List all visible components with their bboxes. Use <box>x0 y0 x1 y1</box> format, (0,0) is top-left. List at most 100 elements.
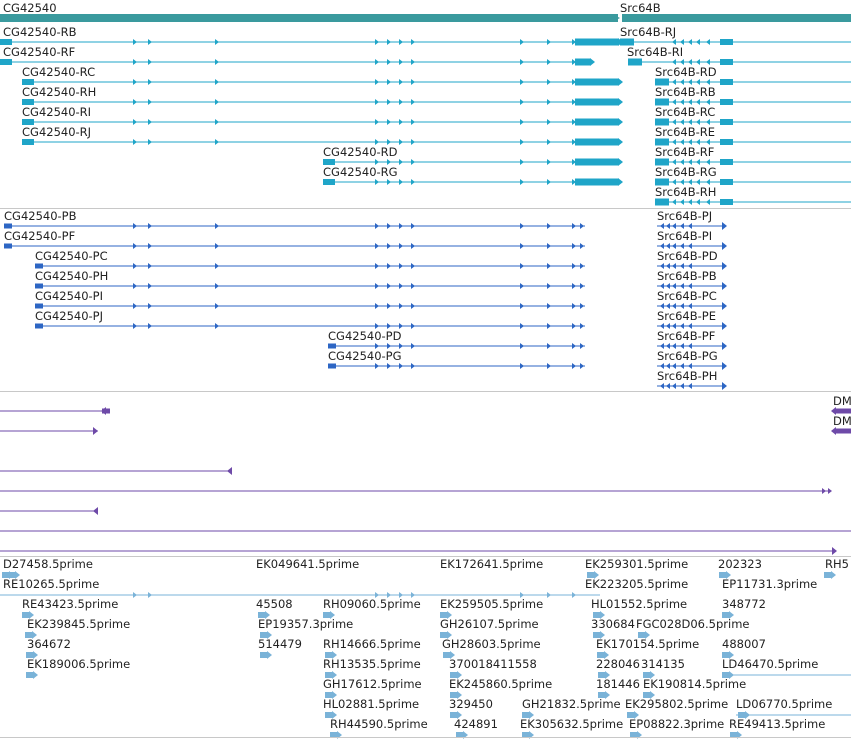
est-label[interactable]: 329450 <box>449 697 493 711</box>
feature-label[interactable]: DM <box>833 414 851 428</box>
est-label[interactable]: RE10265.5prime <box>3 577 100 591</box>
est-label[interactable]: RH14666.5prime <box>323 637 421 651</box>
est-label[interactable]: D27458.5prime <box>3 557 93 571</box>
transcript-label[interactable]: Src64B-RD <box>655 65 717 79</box>
forward-strand-arrow <box>148 283 152 289</box>
est-label[interactable]: EK189006.5prime <box>27 657 131 671</box>
protein-label[interactable]: CG42540-PF <box>4 229 76 243</box>
est-label[interactable]: EP11731.3prime <box>722 577 818 591</box>
reverse-strand-arrow <box>696 119 700 125</box>
est-label[interactable]: EK223205.5prime <box>585 577 689 591</box>
est-label[interactable]: EK259301.5prime <box>585 557 689 571</box>
protein-label[interactable]: Src64B-PF <box>657 329 716 343</box>
transcript-label[interactable]: CG42540-RF <box>3 45 76 59</box>
est-label[interactable]: 348772 <box>722 597 766 611</box>
exon-block <box>720 199 733 205</box>
gene-label-cg42540[interactable]: CG42540 <box>3 1 57 15</box>
transcript-label[interactable]: Src64B-RH <box>655 185 717 199</box>
est-label[interactable]: FGC028D06.5prime <box>636 617 750 631</box>
est-label[interactable]: 424891 <box>454 717 498 731</box>
est-label[interactable]: 181446 <box>596 677 640 691</box>
protein-label[interactable]: Src64B-PD <box>657 249 718 263</box>
protein-label[interactable]: Src64B-PG <box>657 349 718 363</box>
est-label[interactable]: 228046 <box>596 657 640 671</box>
est-label[interactable]: 514479 <box>258 637 302 651</box>
protein-label[interactable]: Src64B-PJ <box>657 209 713 223</box>
protein-label[interactable]: CG42540-PD <box>328 329 402 343</box>
transcript-label[interactable]: Src64B-RJ <box>620 25 677 39</box>
protein-label[interactable]: Src64B-PI <box>657 229 713 243</box>
est-label[interactable]: RH44590.5prime <box>330 717 428 731</box>
est-label[interactable]: GH17612.5prime <box>323 677 422 691</box>
protein-label[interactable]: CG42540-PB <box>4 209 77 223</box>
forward-strand-arrow <box>411 59 415 65</box>
forward-strand-arrow <box>133 592 137 598</box>
protein-label[interactable]: CG42540-PJ <box>35 309 104 323</box>
est-label[interactable]: HL02881.5prime <box>323 697 420 711</box>
transcript-label[interactable]: CG42540-RI <box>22 105 92 119</box>
transcript-label[interactable]: CG42540-RJ <box>22 125 92 139</box>
est-label[interactable]: RH13535.5prime <box>323 657 421 671</box>
forward-strand-arrow <box>133 303 137 309</box>
transcript-label[interactable]: Src64B-RI <box>627 45 684 59</box>
protein-label[interactable]: Src64B-PH <box>657 369 718 383</box>
est-label[interactable]: RE43423.5prime <box>22 597 119 611</box>
strand-end-triangle <box>618 158 623 166</box>
transcript-label[interactable]: CG42540-RB <box>3 25 77 39</box>
est-label[interactable]: EK172641.5prime <box>440 557 544 571</box>
transcript-label[interactable]: CG42540-RH <box>22 85 97 99</box>
protein-label[interactable]: Src64B-PC <box>657 289 717 303</box>
protein-label[interactable]: CG42540-PG <box>328 349 402 363</box>
est-label[interactable]: RH5 <box>825 557 849 571</box>
strand-end-triangle <box>33 671 38 679</box>
protein-label[interactable]: CG42540-PI <box>35 289 104 303</box>
gene-label-src64b[interactable]: Src64B <box>620 1 661 15</box>
est-label[interactable]: LD46470.5prime <box>722 657 819 671</box>
protein-label[interactable]: Src64B-PB <box>657 269 717 283</box>
est-label[interactable]: 330684 <box>591 617 635 631</box>
est-label[interactable]: GH26107.5prime <box>440 617 539 631</box>
reverse-strand-arrow <box>672 59 676 65</box>
est-label[interactable]: EK305632.5prime <box>520 717 624 731</box>
est-label[interactable]: RE49413.5prime <box>729 717 826 731</box>
est-label[interactable]: 202323 <box>718 557 762 571</box>
transcript-label[interactable]: Src64B-RG <box>655 165 717 179</box>
feature-label[interactable]: DM <box>833 394 851 408</box>
transcript-label[interactable]: Src64B-RE <box>655 125 716 139</box>
transcript-label[interactable]: Src64B-RC <box>655 105 716 119</box>
reverse-strand-arrow <box>680 159 684 165</box>
est-label[interactable]: 45508 <box>256 597 293 611</box>
est-label[interactable]: LD06770.5prime <box>736 697 833 711</box>
reverse-strand-arrow <box>688 283 692 289</box>
transcript-label[interactable]: Src64B-RF <box>655 145 715 159</box>
protein-label[interactable]: Src64B-PE <box>657 309 716 323</box>
transcript-label[interactable]: CG42540-RD <box>323 145 398 159</box>
est-label[interactable]: EP08822.3prime <box>629 717 725 731</box>
transcript-label[interactable]: CG42540-RC <box>22 65 96 79</box>
est-label[interactable]: EK049641.5prime <box>256 557 360 571</box>
est-label[interactable]: EP19357.3prime <box>258 617 354 631</box>
est-label[interactable]: RH09060.5prime <box>323 597 421 611</box>
protein-label[interactable]: CG42540-PH <box>35 269 109 283</box>
est-label[interactable]: 314135 <box>641 657 685 671</box>
est-label[interactable]: 488007 <box>722 637 766 651</box>
est-label[interactable]: 364672 <box>27 637 71 651</box>
est-label[interactable]: EK245860.5prime <box>449 677 553 691</box>
est-label[interactable]: HL01552.5prime <box>591 597 688 611</box>
est-label[interactable]: 370018411558 <box>449 657 537 671</box>
est-label[interactable]: EK190814.5prime <box>643 677 747 691</box>
est-label[interactable]: EK259505.5prime <box>440 597 544 611</box>
strand-end-triangle <box>722 382 727 390</box>
est-label[interactable]: GH21832.5prime <box>522 697 621 711</box>
reverse-strand-arrow <box>666 323 670 329</box>
forward-strand-arrow <box>375 323 379 329</box>
transcript-label[interactable]: Src64B-RB <box>655 85 716 99</box>
est-label[interactable]: GH28603.5prime <box>442 637 541 651</box>
forward-strand-arrow <box>387 99 391 105</box>
est-label[interactable]: EK295802.5prime <box>625 697 729 711</box>
transcript-label[interactable]: CG42540-RG <box>323 165 398 179</box>
est-label[interactable]: EK239845.5prime <box>27 617 131 631</box>
est-label[interactable]: EK170154.5prime <box>596 637 700 651</box>
protein-label[interactable]: CG42540-PC <box>35 249 108 263</box>
strand-end-triangle <box>831 407 836 415</box>
